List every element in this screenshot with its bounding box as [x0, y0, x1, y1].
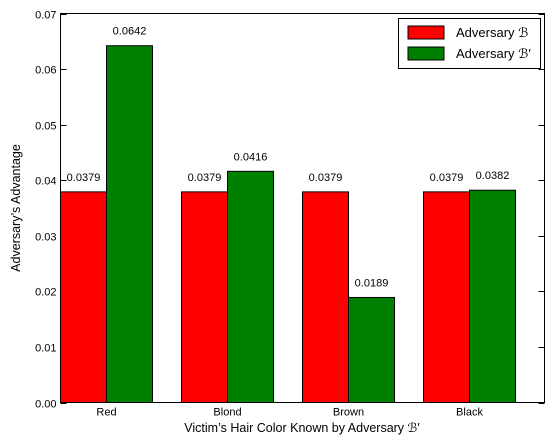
data-labels-group: 0.0379 0.0379 0.0379 0.0379 0.0642 0.0416 0.01…: [67, 26, 510, 290]
bar-adversary-b-prime-blond: [227, 170, 274, 403]
y-axis-title: Adversary’s Advantage: [9, 144, 23, 272]
bar-adversary-b-red: [60, 191, 107, 403]
legend-label-adversary-b: Adversary ℬ: [456, 25, 528, 40]
bars-group: [60, 45, 516, 404]
data-label: 0.0379: [188, 172, 222, 184]
bar-adversary-b-prime-black: [469, 189, 516, 403]
y-tick-label: 0.06: [35, 65, 56, 77]
y-axis-ticks: 0.00 0.01 0.02 0.03 0.04 0.05 0.06 0.07: [35, 10, 545, 411]
y-tick-label: 0.01: [35, 343, 56, 355]
legend-label-adversary-b-prime: Adversary ℬ′: [456, 46, 531, 61]
legend-swatch-adversary-b-prime: [407, 46, 445, 61]
data-label: 0.0416: [234, 151, 268, 163]
data-label: 0.0379: [67, 172, 101, 184]
y-tick-label: 0.02: [35, 287, 56, 299]
legend-swatch-adversary-b: [407, 25, 445, 40]
x-axis-title: Victim’s Hair Color Known by Adversary ℬ…: [184, 421, 420, 435]
legend: Adversary ℬ Adversary ℬ′: [398, 18, 541, 69]
y-tick-label: 0.05: [35, 121, 56, 133]
data-label: 0.0642: [113, 26, 147, 38]
bar-adversary-b-prime-red: [106, 45, 153, 404]
y-tick-label: 0.00: [35, 399, 56, 411]
x-tick-label: Black: [456, 407, 483, 419]
x-tick-label: Red: [96, 407, 116, 419]
x-tick-label: Blond: [213, 407, 241, 419]
data-label: 0.0382: [476, 170, 510, 182]
y-tick-label: 0.07: [35, 10, 56, 22]
y-tick-label: 0.03: [35, 232, 56, 244]
y-tick-label: 0.04: [35, 176, 56, 188]
x-tick-label: Brown: [333, 407, 364, 419]
data-label: 0.0379: [309, 172, 343, 184]
data-label: 0.0189: [355, 277, 389, 289]
bar-adversary-b-brown: [302, 191, 349, 403]
data-label: 0.0379: [430, 172, 464, 184]
bar-adversary-b-black: [423, 191, 470, 403]
bar-adversary-b-prime-brown: [348, 296, 395, 403]
plot-frame: [60, 13, 545, 403]
bar-adversary-b-blond: [181, 191, 228, 403]
